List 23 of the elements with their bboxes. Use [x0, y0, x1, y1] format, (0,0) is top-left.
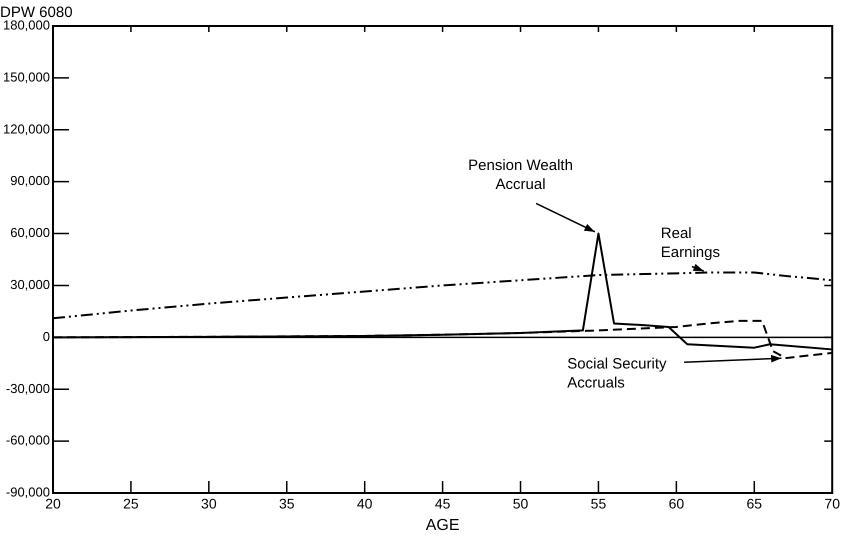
y-tick-label: 60,000 — [10, 225, 50, 240]
y-tick-label: 90,000 — [10, 173, 50, 188]
y-tick-label: -30,000 — [6, 380, 50, 396]
y-tick-label: -60,000 — [6, 432, 50, 448]
text: Pension Wealth Accrual — [468, 157, 573, 194]
y-tick-label: -90,000 — [6, 484, 50, 500]
x-tick-label: 50 — [512, 495, 529, 512]
series-label: Real Earnings — [660, 224, 720, 261]
x-tick-label: 30 — [201, 495, 217, 512]
y-tick-label: 30,000 — [10, 277, 50, 292]
x-axis-title: AGE — [426, 516, 460, 534]
x-tick-label: 35 — [278, 495, 295, 512]
y-tick-label: 0 — [42, 328, 50, 344]
x-tick-label: 45 — [434, 495, 451, 512]
y-tick-label: 150,000 — [2, 69, 50, 84]
x-tick-label: 60 — [668, 495, 684, 512]
x-tick-label: 55 — [590, 495, 606, 512]
y-tick-label: 120,000 — [2, 121, 50, 136]
x-tick-label: 40 — [356, 495, 373, 512]
x-tick-label: 25 — [123, 495, 139, 512]
series-label: Social Security Accruals — [567, 356, 667, 392]
x-tick-label: 70 — [824, 495, 840, 512]
x-tick-label: 65 — [746, 495, 762, 512]
